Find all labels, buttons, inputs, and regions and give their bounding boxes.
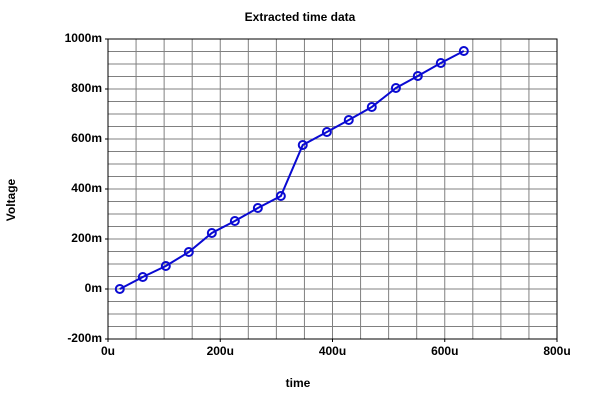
x-axis-label: time xyxy=(286,376,311,390)
marker xyxy=(183,247,194,257)
marker xyxy=(252,203,263,213)
marker xyxy=(435,58,446,68)
line xyxy=(119,50,465,290)
marker xyxy=(114,284,125,294)
marker xyxy=(297,140,308,150)
x-tick-label: 600u xyxy=(431,344,458,358)
y-axis-label: Voltage xyxy=(4,178,18,221)
x-tick-label: 400u xyxy=(319,344,346,358)
y-tick-label: 1000m xyxy=(65,31,102,45)
marker xyxy=(206,228,217,238)
marker xyxy=(390,83,401,93)
y-tick-label: 800m xyxy=(71,81,102,95)
marker xyxy=(321,127,332,137)
marker xyxy=(412,71,423,81)
marker xyxy=(458,46,469,56)
marker xyxy=(229,216,240,226)
x-tick-label: 800u xyxy=(543,344,570,358)
x-tick-label: 200u xyxy=(207,344,234,358)
y-tick-label: 0m xyxy=(85,281,102,295)
y-tick-label: -200m xyxy=(67,331,102,345)
marker xyxy=(343,115,354,125)
marker xyxy=(275,191,286,201)
marker xyxy=(366,102,377,112)
x-tick-label: 0u xyxy=(101,344,115,358)
chart-title: Extracted time data xyxy=(245,10,356,24)
y-tick-label: 400m xyxy=(71,181,102,195)
y-tick-label: 200m xyxy=(71,231,102,245)
marker xyxy=(137,272,148,282)
marker xyxy=(160,261,171,271)
y-tick-label: 600m xyxy=(71,131,102,145)
